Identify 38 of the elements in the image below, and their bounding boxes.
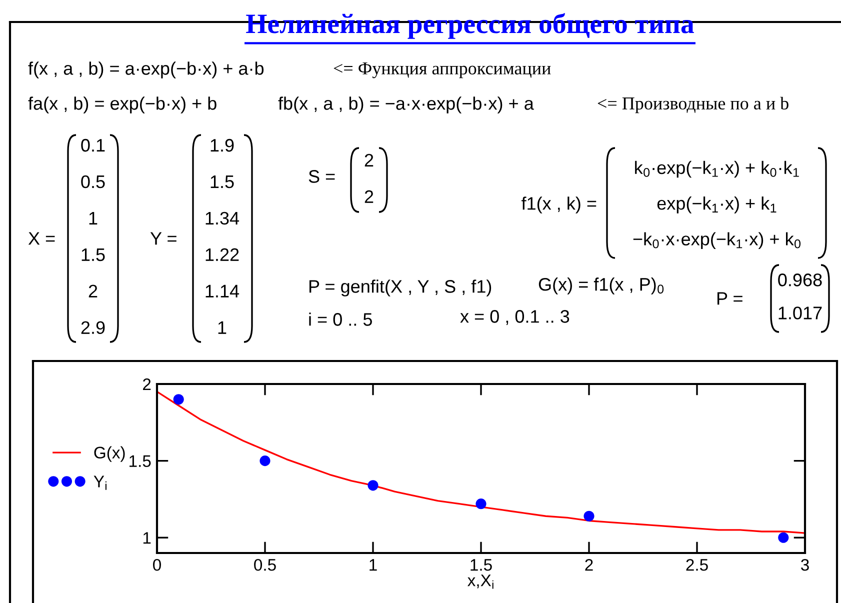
point [778, 532, 789, 543]
text: fa(x , b) = exp(−b·x) + b [28, 96, 216, 114]
text: fb(x , a , b) = −a·x·exp(−b·x) + a [278, 96, 534, 114]
text: i = 0 .. 5 [309, 312, 372, 326]
x-tick-label: 2 [585, 558, 593, 571]
text: 0.968 1.017 [778, 274, 822, 320]
text: P = genfit(X , Y , S , f1) [309, 280, 492, 296]
text: X = [28, 232, 55, 245]
point [476, 498, 486, 510]
x-tick-label: 1.5 [470, 559, 492, 571]
y-tick-label: 2 [143, 378, 151, 390]
legend-label: G(x) [94, 446, 125, 462]
y-tick-label: 1.5 [130, 455, 151, 468]
x-tick-label: 0 [153, 558, 161, 571]
point [173, 394, 184, 405]
x-tick-label: 2.5 [686, 558, 708, 571]
text: G(x) = f1(x , P)$_{0}$ [538, 278, 664, 294]
text: <= Функция аппроксимации [334, 62, 551, 78]
text: k$_{0}$·exp(−k$_{1}$·x) + k$_{0}$·k$_{1}$ exp(−k$_{1}$·x) + k$_{1}$ −k$_{0}$·x·exp(−k$_{1}$·x) + k$_{0}$ [633, 160, 801, 250]
x-axis-title: x,X$_{i}$ [468, 574, 494, 589]
text: 1.9 1.5 1.34 1.22 1.14 1 [206, 138, 240, 334]
point [368, 480, 378, 491]
x-tick-label: 3 [801, 558, 809, 571]
text: f1(x , k) = [522, 196, 596, 214]
point [260, 456, 270, 466]
text: Y = [150, 232, 176, 245]
x-tick-label: 0.5 [254, 558, 276, 571]
x-tick-label: 1 [370, 559, 377, 571]
text: 2 2 [364, 154, 374, 203]
text: x = 0 , 0.1 .. 3 [460, 310, 570, 325]
text: P = [717, 292, 742, 305]
text: f(x , a , b) = a·exp(−b·x) + a·b [28, 62, 264, 78]
point [584, 510, 594, 522]
text: 0.1 0.5 1 1.5 2 2.9 [81, 138, 105, 334]
legend-label: Y$_{i}$ [94, 476, 106, 490]
y-tick-label: 1 [143, 532, 151, 544]
text: <= Производные по a и b [598, 96, 788, 114]
text: S = [308, 170, 335, 183]
